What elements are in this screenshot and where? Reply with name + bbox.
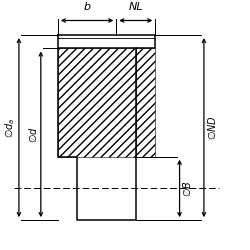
Polygon shape: [136, 48, 155, 157]
Text: $\emptyset$B: $\emptyset$B: [181, 180, 193, 197]
Polygon shape: [58, 48, 136, 157]
Text: $\emptyset$ND: $\emptyset$ND: [206, 115, 218, 140]
Text: $\emptyset$d$_a$: $\emptyset$d$_a$: [3, 117, 16, 138]
Text: $\emptyset$d: $\emptyset$d: [26, 126, 38, 143]
Text: NL: NL: [128, 2, 143, 12]
Text: b: b: [84, 2, 91, 12]
